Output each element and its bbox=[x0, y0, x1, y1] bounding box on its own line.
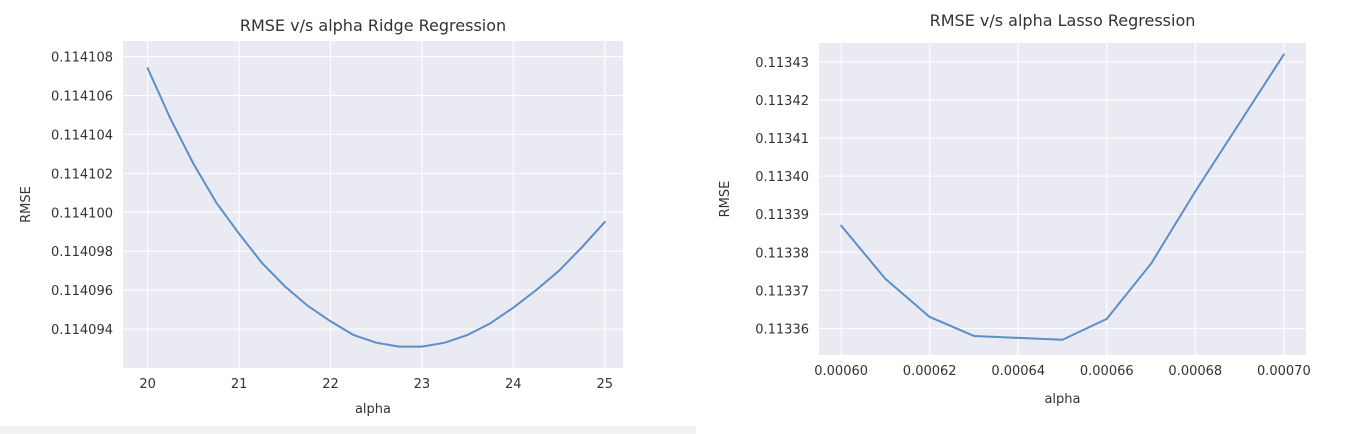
ridge-plot-area bbox=[123, 41, 623, 368]
ridge-y-tick-label: 0.114106 bbox=[51, 90, 113, 105]
lasso-chart-title: RMSE v/s alpha Lasso Regression bbox=[930, 11, 1196, 30]
ridge-y-axis-label: RMSE bbox=[19, 186, 34, 223]
lasso-chart: 0.00060 0.00062 0.00064 0.00066 0.00068 0.000… bbox=[718, 11, 1311, 407]
lasso-x-tick-label: 0.00068 bbox=[1168, 364, 1222, 379]
ridge-x-tick-label: 21 bbox=[231, 377, 248, 392]
ridge-y-tick-label: 0.114102 bbox=[51, 167, 113, 182]
ridge-x-tick-label: 23 bbox=[414, 377, 431, 392]
lasso-y-tick-label: 0.11339 bbox=[755, 208, 809, 223]
lasso-y-tick-label: 0.11337 bbox=[755, 284, 809, 299]
lasso-y-tick-label: 0.11340 bbox=[755, 170, 809, 185]
lasso-y-tick-label: 0.11342 bbox=[755, 94, 809, 109]
ridge-y-tick-label: 0.114096 bbox=[51, 284, 113, 299]
ridge-y-tick-label: 0.114098 bbox=[51, 245, 113, 260]
lasso-y-tick-label: 0.11336 bbox=[755, 322, 809, 337]
ridge-x-tick-label: 22 bbox=[322, 377, 339, 392]
lasso-y-tick-label: 0.11343 bbox=[755, 56, 809, 71]
ridge-x-tick-label: 24 bbox=[505, 377, 522, 392]
lasso-y-tick-label: 0.11341 bbox=[755, 132, 809, 147]
lasso-x-axis-label: alpha bbox=[1044, 392, 1080, 407]
ridge-y-tick-label: 0.114094 bbox=[51, 323, 113, 338]
ridge-x-tick-label: 20 bbox=[139, 377, 156, 392]
ridge-y-tick-label: 0.114100 bbox=[51, 206, 113, 221]
bottom-strip bbox=[0, 426, 696, 434]
lasso-plot-area bbox=[819, 43, 1306, 355]
ridge-x-axis-label: alpha bbox=[355, 402, 391, 417]
lasso-y-axis-label: RMSE bbox=[718, 181, 733, 218]
lasso-x-tick-label: 0.00064 bbox=[991, 364, 1045, 379]
ridge-y-tick-label: 0.114108 bbox=[51, 51, 113, 66]
lasso-x-tick-label: 0.00062 bbox=[903, 364, 957, 379]
lasso-x-tick-label: 0.00070 bbox=[1257, 364, 1311, 379]
ridge-series-line bbox=[146, 67, 606, 348]
lasso-x-tick-label: 0.00066 bbox=[1080, 364, 1134, 379]
lasso-x-tick-label: 0.00060 bbox=[814, 364, 868, 379]
ridge-x-tick-label: 25 bbox=[596, 377, 613, 392]
ridge-chart: 20 21 22 23 24 25 0.114094 0.114096 0.114098 0.11… bbox=[19, 16, 623, 417]
lasso-y-tick-label: 0.11338 bbox=[755, 246, 809, 261]
lasso-series-line bbox=[840, 53, 1285, 341]
ridge-y-tick-label: 0.114104 bbox=[51, 128, 113, 143]
ridge-chart-title: RMSE v/s alpha Ridge Regression bbox=[240, 16, 506, 35]
